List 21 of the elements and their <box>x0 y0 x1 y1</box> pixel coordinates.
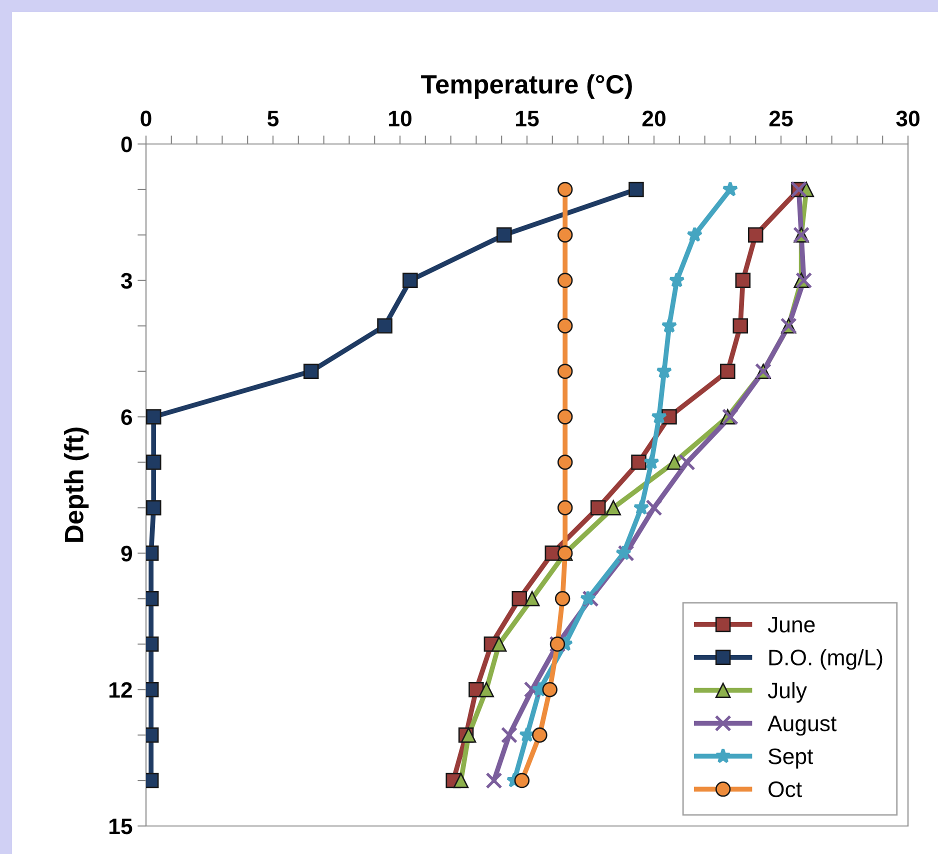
y-tick-label: 0 <box>121 136 132 152</box>
y-tick-label: 15 <box>109 818 132 834</box>
x-tick-label: 5 <box>268 110 279 126</box>
x-tick-label: 10 <box>389 110 412 126</box>
legend-label: June <box>768 616 815 632</box>
y-tick-label: 6 <box>121 409 132 426</box>
legend-label: Oct <box>768 781 802 798</box>
y-tick-label: 12 <box>109 682 132 698</box>
x-tick-label: 0 <box>140 110 152 126</box>
legend-label: July <box>768 682 807 703</box>
x-tick-label: 30 <box>896 110 920 126</box>
legend-label: August <box>768 716 837 736</box>
x-tick-label: 20 <box>642 110 666 126</box>
x-axis-title: Temperature (°C) <box>421 74 632 99</box>
legend-label: D.O. (mg/L) <box>769 649 882 670</box>
y-axis-title: Depth (ft) <box>64 428 89 542</box>
y-tick-label: 9 <box>121 546 132 562</box>
legend-label: Sept <box>768 748 814 769</box>
x-tick-label: 15 <box>516 110 539 126</box>
x-tick-label: 25 <box>769 110 793 126</box>
y-tick-label: 3 <box>120 272 132 289</box>
